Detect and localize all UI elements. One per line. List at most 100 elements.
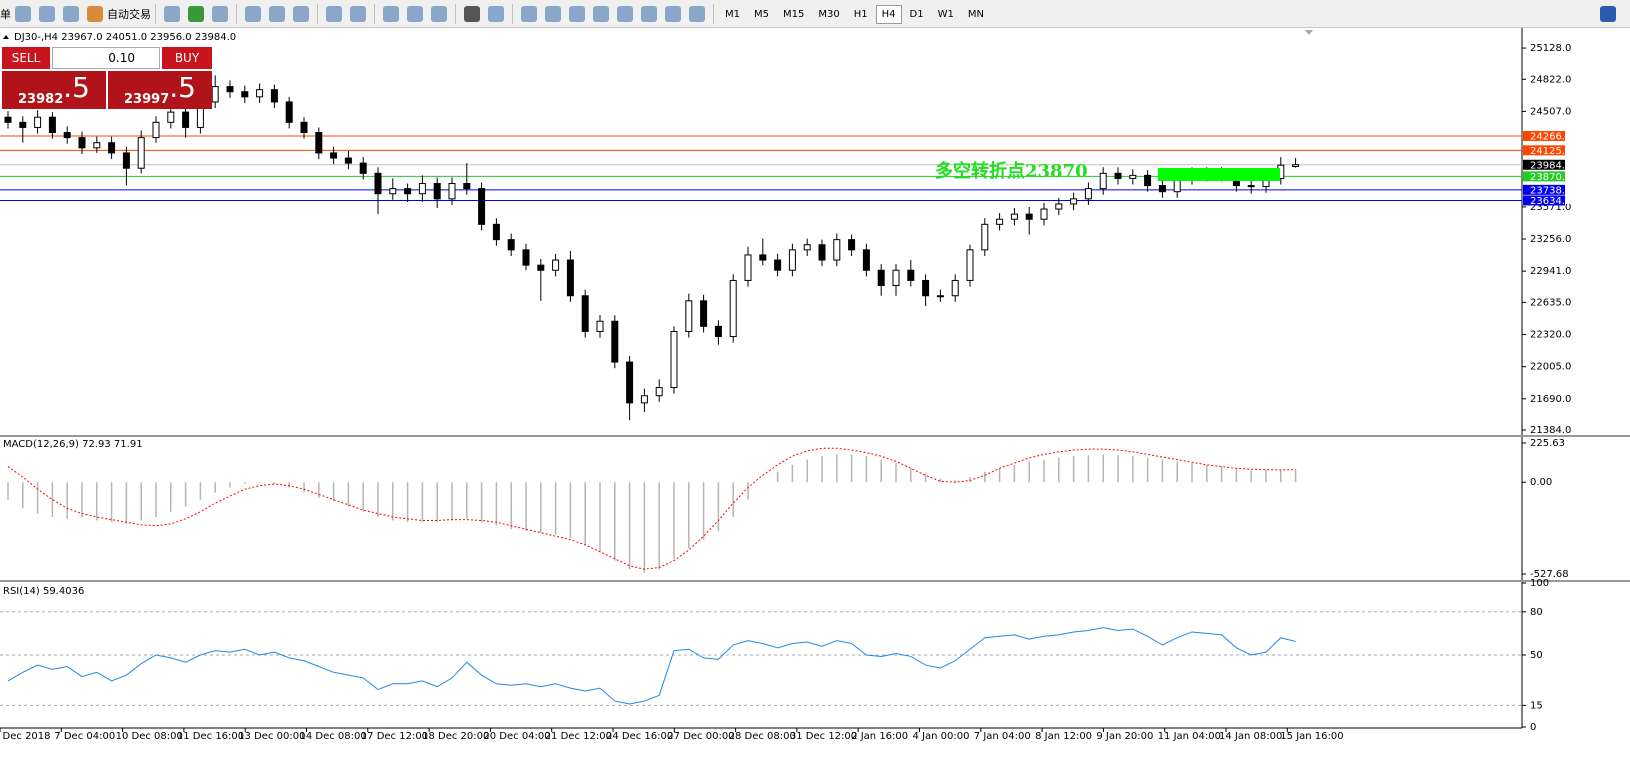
x-tick-label: 27 Dec 00:00 bbox=[667, 731, 734, 742]
candle-body bbox=[330, 152, 338, 159]
level-label: 23634.1 bbox=[1530, 196, 1571, 207]
y-tick-label: 80 bbox=[1530, 607, 1543, 618]
candle-body bbox=[1144, 174, 1152, 187]
timeframe[interactable]: W1 bbox=[937, 9, 954, 20]
x-tick-label: 11 Jan 04:00 bbox=[1158, 731, 1221, 742]
icon[interactable] bbox=[39, 5, 55, 22]
candle-body bbox=[4, 116, 12, 123]
candle-body bbox=[581, 295, 589, 332]
auto-trade[interactable]: 自动交易 bbox=[107, 7, 151, 21]
icon[interactable] bbox=[593, 5, 609, 22]
level-tag bbox=[1523, 171, 1565, 182]
zone bbox=[1158, 168, 1280, 181]
x-tick-label: 24 Dec 16:00 bbox=[606, 731, 673, 742]
icon[interactable] bbox=[407, 5, 423, 22]
candle-body bbox=[492, 223, 500, 241]
candle-body bbox=[1158, 185, 1166, 193]
candle-body bbox=[522, 249, 530, 266]
separator bbox=[455, 3, 456, 24]
y-tick-label: 23256.0 bbox=[1530, 234, 1571, 245]
candle-body bbox=[951, 279, 959, 297]
candle-body bbox=[759, 254, 767, 261]
candle-body bbox=[182, 111, 190, 128]
separator bbox=[317, 3, 318, 24]
candle-body bbox=[655, 387, 663, 397]
icon[interactable] bbox=[488, 5, 504, 22]
icon[interactable] bbox=[326, 5, 342, 22]
timeframe[interactable]: M5 bbox=[754, 9, 769, 20]
candle-body bbox=[862, 249, 870, 271]
candle-body bbox=[122, 152, 130, 169]
candle-body bbox=[1114, 172, 1122, 179]
candle-body bbox=[285, 101, 293, 123]
candle-body bbox=[552, 259, 560, 271]
timeframe[interactable]: H1 bbox=[853, 9, 868, 20]
icon[interactable] bbox=[63, 5, 79, 22]
candle-body bbox=[1099, 172, 1107, 190]
icon[interactable] bbox=[545, 5, 561, 22]
y-tick-label: 22941.0 bbox=[1530, 266, 1571, 277]
icon[interactable] bbox=[641, 5, 657, 22]
x-tick-label: 31 Dec 12:00 bbox=[790, 731, 857, 742]
timeframe[interactable]: M1 bbox=[725, 9, 740, 20]
level-label: 23738.1 bbox=[1530, 185, 1571, 196]
level-tag bbox=[1523, 130, 1565, 141]
icon[interactable] bbox=[665, 5, 681, 22]
candle-body bbox=[803, 244, 811, 251]
candle-body bbox=[774, 259, 782, 271]
icon[interactable] bbox=[212, 5, 228, 22]
icon[interactable] bbox=[164, 5, 180, 22]
buy-button[interactable]: BUY bbox=[162, 47, 212, 69]
icon[interactable] bbox=[245, 5, 261, 22]
timeframe[interactable]: M30 bbox=[818, 9, 840, 20]
level-label: 24125.5 bbox=[1530, 146, 1571, 157]
icon[interactable] bbox=[689, 5, 705, 22]
y-tick-label: -527.68 bbox=[1530, 569, 1569, 580]
candle-body bbox=[418, 183, 426, 195]
candle-body bbox=[626, 361, 634, 404]
icon[interactable] bbox=[617, 5, 633, 22]
price-frac: .5 bbox=[169, 71, 196, 104]
icon[interactable] bbox=[521, 5, 537, 22]
icon[interactable] bbox=[431, 5, 447, 22]
timeframe[interactable]: D1 bbox=[909, 9, 924, 20]
price-main: 23982 bbox=[18, 92, 64, 107]
candle-body bbox=[404, 188, 412, 195]
icon[interactable] bbox=[269, 5, 285, 22]
candle-body bbox=[848, 239, 856, 251]
candle-body bbox=[877, 269, 885, 287]
candle-body bbox=[596, 320, 604, 332]
icon[interactable] bbox=[383, 5, 399, 22]
icon[interactable] bbox=[15, 5, 31, 22]
chart: DJ30-,H4 23967.0 24051.0 23956.0 23984.0… bbox=[0, 28, 1630, 773]
candle-body bbox=[537, 264, 545, 271]
sell-price[interactable]: 23982.5 bbox=[2, 71, 106, 109]
level-tag bbox=[1523, 159, 1565, 170]
toolbar: 单 自动交易 M1 M5 M15 M30 H1 H4 D1 W1 MN bbox=[0, 0, 1630, 28]
icon[interactable] bbox=[293, 5, 309, 22]
icon[interactable] bbox=[569, 5, 585, 22]
icon[interactable] bbox=[350, 5, 366, 22]
timeframe[interactable]: H4 bbox=[875, 5, 902, 24]
candle-body bbox=[374, 172, 382, 195]
candle-body bbox=[270, 89, 278, 103]
menu-text[interactable]: 单 bbox=[0, 7, 11, 21]
icon[interactable] bbox=[188, 5, 204, 22]
x-tick-label: 7 Dec 04:00 bbox=[54, 731, 115, 742]
price-main: 23997 bbox=[124, 92, 170, 107]
y-tick-label: 23571.0 bbox=[1530, 202, 1571, 213]
timeframe[interactable]: M15 bbox=[783, 9, 805, 20]
candle-body bbox=[256, 89, 264, 98]
buy-price[interactable]: 23997.5 bbox=[108, 71, 212, 109]
candle-body bbox=[137, 137, 145, 169]
icon[interactable] bbox=[464, 5, 480, 22]
sell-button[interactable]: SELL bbox=[2, 47, 50, 69]
candle-body bbox=[241, 91, 249, 98]
volume-input[interactable]: 0.10 bbox=[52, 47, 160, 69]
timeframe[interactable]: MN bbox=[967, 9, 984, 20]
search[interactable] bbox=[1600, 5, 1616, 22]
candle-body bbox=[93, 142, 101, 149]
scroll-marker bbox=[1305, 30, 1313, 35]
icon[interactable] bbox=[87, 5, 103, 22]
trade-panel: SELL 0.10 BUY 23982.5 23997.5 bbox=[2, 47, 212, 109]
